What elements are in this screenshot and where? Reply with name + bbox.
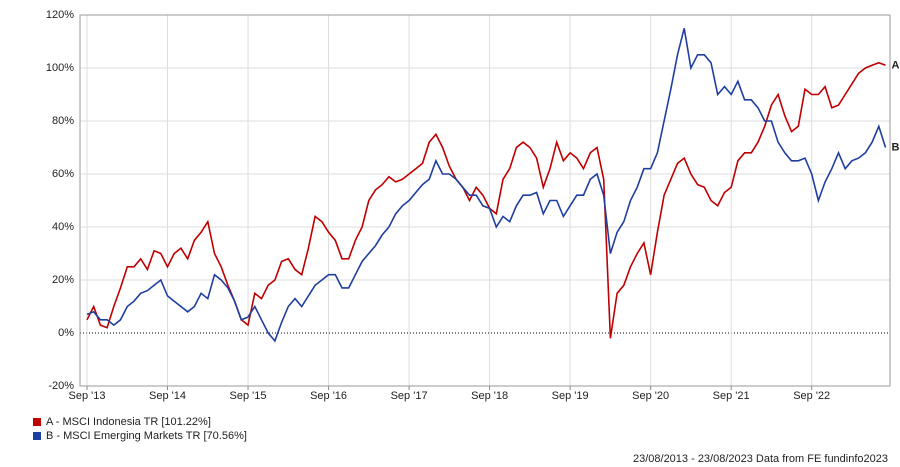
x-tick-label: Sep '20 bbox=[632, 390, 669, 402]
x-tick-label: Sep '17 bbox=[391, 390, 428, 402]
plot-frame bbox=[79, 14, 891, 387]
y-tick-label: 80% bbox=[52, 115, 74, 127]
y-tick-label: 100% bbox=[46, 62, 74, 74]
x-tick-label: Sep '22 bbox=[793, 390, 830, 402]
y-tick-label: 0% bbox=[58, 327, 74, 339]
x-tick-label: Sep '18 bbox=[471, 390, 508, 402]
legend-swatch bbox=[33, 418, 41, 426]
series-line bbox=[86, 28, 887, 343]
x-tick-label: Sep '15 bbox=[230, 390, 267, 402]
legend-label: A - MSCI Indonesia TR [101.22%] bbox=[46, 416, 211, 428]
x-tick-label: Sep '14 bbox=[149, 390, 186, 402]
x-tick-label: Sep '16 bbox=[310, 390, 347, 402]
footer: 23/08/2013 - 23/08/2023 Data from FE fun… bbox=[633, 453, 888, 465]
series-line bbox=[86, 61, 886, 339]
x-tick-label: Sep '21 bbox=[713, 390, 750, 402]
y-tick-label: -20% bbox=[48, 380, 74, 392]
x-tick-label: Sep '13 bbox=[69, 390, 106, 402]
y-tick-label: 120% bbox=[46, 9, 74, 21]
y-tick-label: 40% bbox=[52, 221, 74, 233]
legend-swatch bbox=[33, 432, 41, 440]
end-label: A bbox=[891, 59, 899, 71]
legend-label: B - MSCI Emerging Markets TR [70.56%] bbox=[46, 430, 247, 442]
y-tick-label: 20% bbox=[52, 274, 74, 286]
y-tick-label: 60% bbox=[52, 168, 74, 180]
end-label: B bbox=[891, 141, 899, 153]
x-tick-label: Sep '19 bbox=[552, 390, 589, 402]
